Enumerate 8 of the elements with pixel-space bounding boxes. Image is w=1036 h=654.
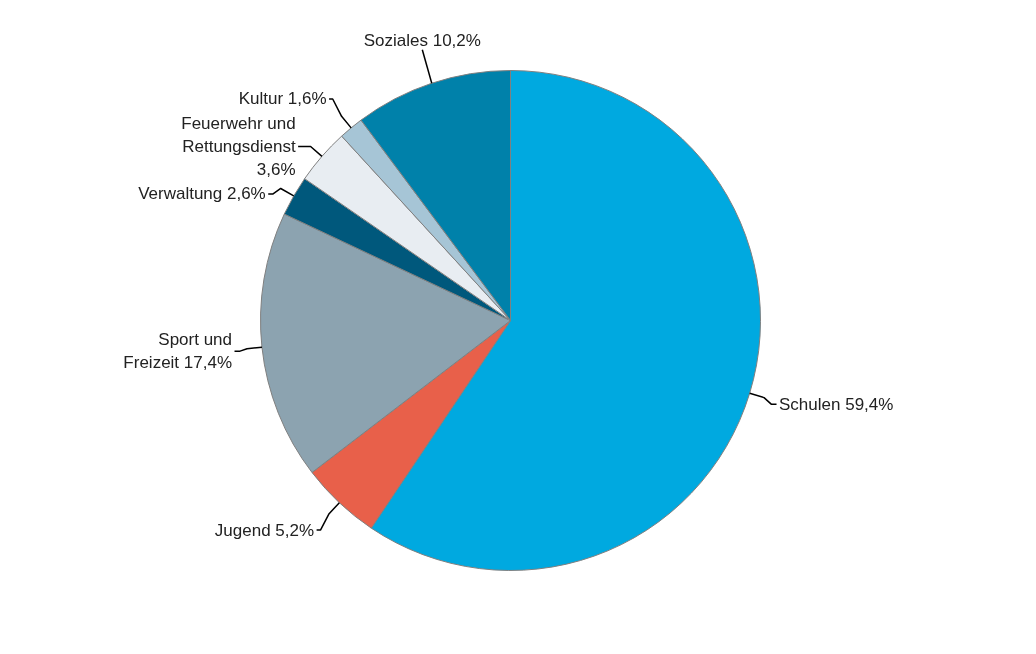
data-label: 3,6%: [256, 159, 296, 179]
slice-label: Jugend 5,2%: [214, 520, 315, 540]
slice-label: Soziales 10,2%: [363, 30, 481, 50]
slice-label: Kultur 1,6%: [238, 89, 327, 109]
slice-label: Feuerwehr und Rettungsdienst: [181, 114, 296, 156]
slice-label: Sport und Freizeit 17,4%: [123, 330, 233, 373]
slice-label: Schulen 59,4%: [779, 394, 894, 414]
slice-label: Verwaltung 2,6%: [138, 184, 266, 204]
